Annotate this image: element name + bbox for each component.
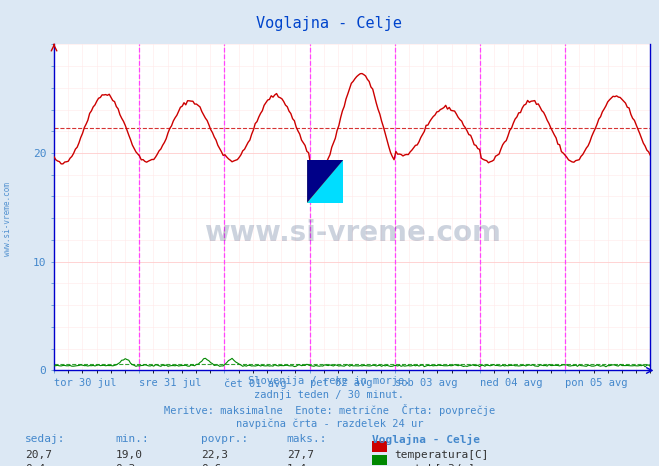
Text: sedaj:: sedaj:	[25, 434, 65, 444]
Text: 1,4: 1,4	[287, 464, 307, 466]
Text: 0,4: 0,4	[25, 464, 45, 466]
Text: 22,3: 22,3	[201, 450, 228, 460]
Text: navpična črta - razdelek 24 ur: navpična črta - razdelek 24 ur	[236, 418, 423, 429]
Text: Voglajna - Celje: Voglajna - Celje	[256, 16, 403, 31]
Text: 0,3: 0,3	[115, 464, 136, 466]
Text: Meritve: maksimalne  Enote: metrične  Črta: povprečje: Meritve: maksimalne Enote: metrične Črta…	[164, 404, 495, 416]
Text: 20,7: 20,7	[25, 450, 52, 460]
Polygon shape	[307, 160, 343, 203]
Text: maks.:: maks.:	[287, 434, 327, 444]
Text: min.:: min.:	[115, 434, 149, 444]
Text: povpr.:: povpr.:	[201, 434, 248, 444]
Text: www.si-vreme.com: www.si-vreme.com	[204, 219, 501, 247]
Text: Voglajna - Celje: Voglajna - Celje	[372, 434, 480, 445]
Text: www.si-vreme.com: www.si-vreme.com	[3, 182, 13, 256]
Text: 19,0: 19,0	[115, 450, 142, 460]
Text: 27,7: 27,7	[287, 450, 314, 460]
Polygon shape	[307, 160, 343, 203]
Polygon shape	[307, 160, 343, 203]
Text: temperatura[C]: temperatura[C]	[394, 450, 488, 460]
Text: pretok[m3/s]: pretok[m3/s]	[394, 464, 475, 466]
Text: 0,6: 0,6	[201, 464, 221, 466]
Text: Slovenija / reke in morje.: Slovenija / reke in morje.	[248, 376, 411, 386]
Text: zadnji teden / 30 minut.: zadnji teden / 30 minut.	[254, 390, 405, 400]
